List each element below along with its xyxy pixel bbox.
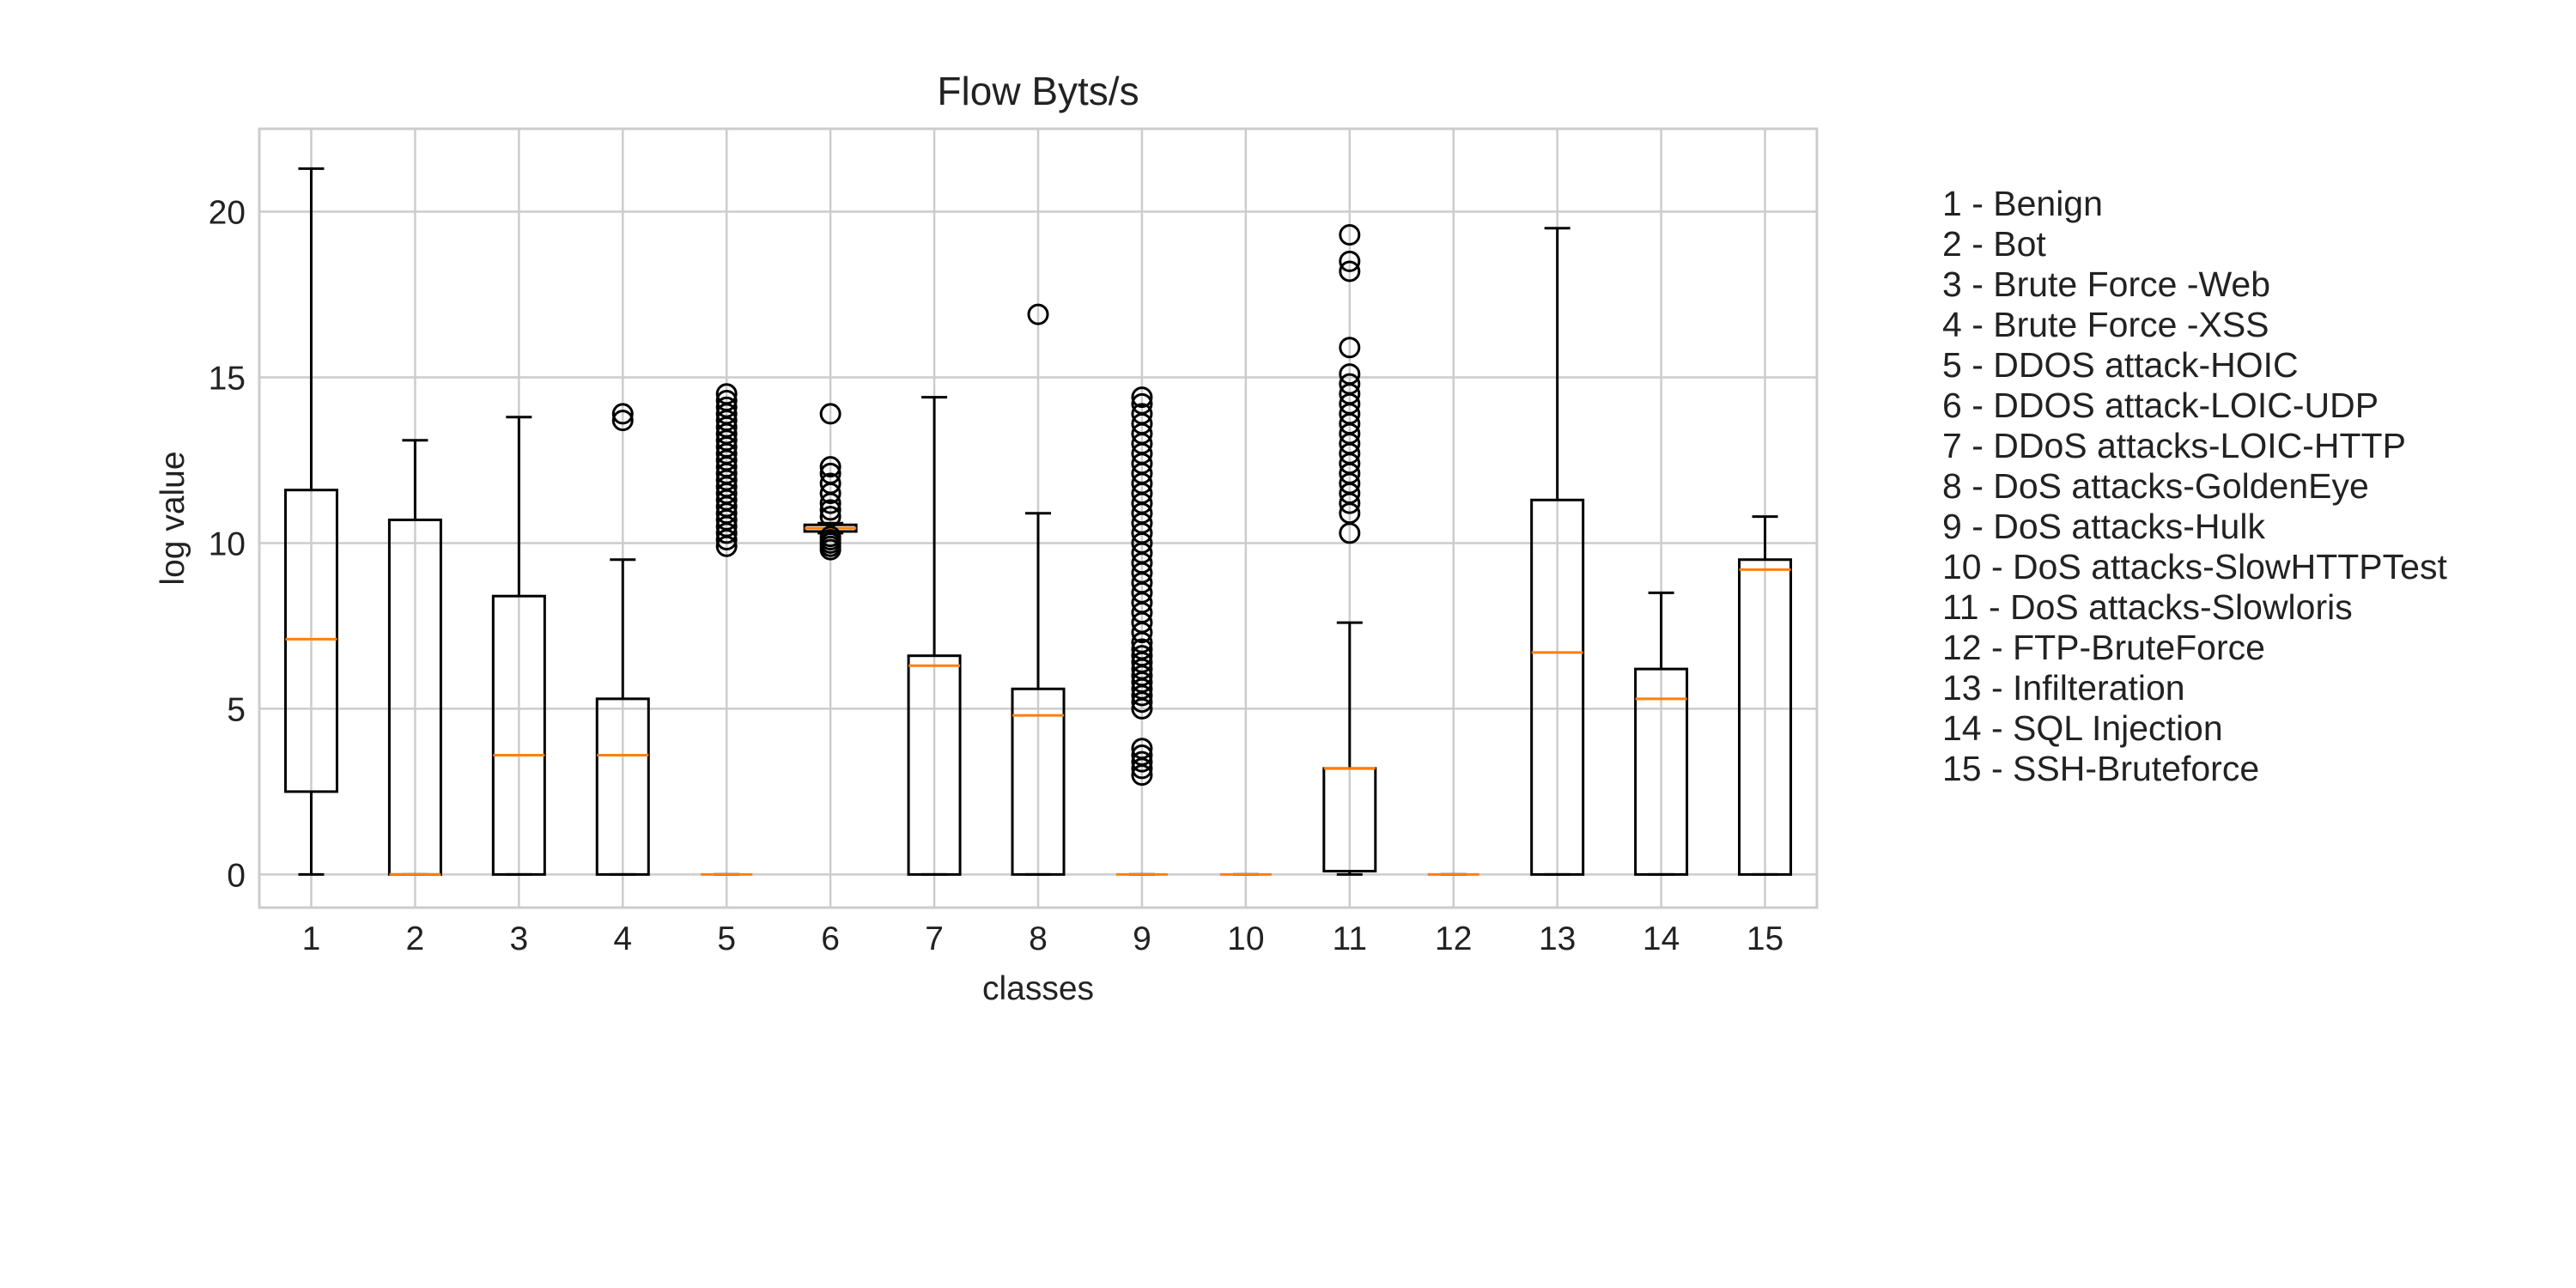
outlier-point — [819, 506, 841, 528]
y-tick-label: 5 — [227, 691, 246, 728]
outlier-point — [715, 383, 738, 405]
x-tick-label: 11 — [1333, 920, 1368, 957]
box-2 — [387, 439, 442, 876]
x-tick-label: 8 — [1029, 920, 1048, 957]
outlier-point — [1131, 645, 1153, 667]
outlier-point — [819, 456, 841, 478]
y-tick-label: 0 — [227, 857, 246, 894]
legend-item: 10 - DoS attacks-SlowHTTPTest — [1942, 547, 2447, 586]
legend-item: 11 - DoS attacks-Slowloris — [1942, 587, 2353, 627]
box-5 — [701, 383, 753, 876]
box-4 — [595, 403, 650, 876]
box-14 — [1634, 591, 1689, 876]
outlier-point — [1339, 260, 1361, 283]
x-axis-label: classes — [982, 970, 1094, 1007]
legend-item: 4 - Brute Force -XSS — [1942, 305, 2269, 344]
legend-item: 1 - Benign — [1942, 184, 2103, 223]
iqr-box — [1738, 558, 1793, 876]
box-3 — [491, 416, 546, 876]
iqr-box — [907, 654, 962, 876]
x-tick-label: 12 — [1435, 920, 1472, 957]
outlier-point — [1131, 403, 1153, 425]
x-tick-label: 7 — [925, 920, 944, 957]
plot-frame — [258, 127, 1819, 909]
outlier-point — [1339, 373, 1361, 395]
iqr-box — [1530, 498, 1585, 876]
outlier-point — [1339, 337, 1361, 359]
box-6 — [803, 403, 858, 561]
iqr-box — [1634, 667, 1689, 876]
outlier-point — [819, 403, 841, 425]
legend-item: 3 - Brute Force -Web — [1942, 264, 2271, 304]
legend-item: 14 - SQL Injection — [1942, 708, 2223, 748]
outlier-point — [1027, 303, 1049, 325]
iqr-box — [491, 594, 546, 876]
legend-item: 9 - DoS attacks-Hulk — [1942, 507, 2265, 546]
x-tick-label: 13 — [1539, 920, 1576, 957]
outlier-point — [819, 499, 841, 521]
outlier-point — [1131, 744, 1153, 766]
y-tick-label: 10 — [209, 526, 246, 562]
legend-item: 5 - DDOS attack-HOIC — [1942, 345, 2299, 385]
x-tick-label: 14 — [1643, 920, 1680, 957]
legend-item: 13 - Infilteration — [1942, 668, 2185, 708]
legend-item: 6 - DDOS attack-LOIC-UDP — [1942, 386, 2379, 425]
legend-item: 8 - DoS attacks-GoldenEye — [1942, 466, 2369, 506]
outlier-point — [1131, 392, 1153, 415]
outlier-point — [1339, 363, 1361, 386]
x-tick-label: 3 — [509, 920, 528, 957]
y-axis-label: log value — [155, 451, 191, 585]
outlier-point — [1339, 224, 1361, 246]
box-15 — [1738, 515, 1793, 876]
box-8 — [1011, 303, 1066, 876]
box-series — [283, 167, 1793, 876]
x-tick-label: 2 — [406, 920, 425, 957]
box-9 — [1115, 386, 1168, 876]
outlier-point — [715, 396, 738, 418]
box-7 — [907, 396, 962, 876]
legend-item: 15 - SSH-Bruteforce — [1942, 749, 2260, 788]
outlier-point — [611, 410, 634, 432]
y-tick-label: 20 — [209, 194, 246, 231]
outlier-point — [819, 472, 841, 495]
x-tick-label: 10 — [1227, 920, 1264, 957]
iqr-box — [1011, 687, 1066, 876]
chart-title: Flow Byts/s — [937, 69, 1139, 113]
box-13 — [1530, 227, 1585, 876]
y-tick-label: 15 — [209, 360, 246, 397]
outlier-point — [1131, 738, 1153, 760]
class-legend: 1 - Benign 2 - Bot 3 - Brute Force -Web … — [1942, 184, 2447, 789]
outlier-point — [715, 389, 738, 411]
x-tick-label: 1 — [302, 920, 321, 957]
x-tick-label: 4 — [613, 920, 632, 957]
box-11 — [1322, 224, 1377, 876]
iqr-box — [283, 489, 338, 793]
outlier-point — [611, 403, 634, 425]
x-tick-label: 9 — [1133, 920, 1151, 957]
outlier-point — [1131, 750, 1153, 773]
iqr-box — [595, 697, 650, 876]
legend-item: 12 - FTP-BruteForce — [1942, 628, 2265, 667]
x-tick-label: 6 — [821, 920, 840, 957]
box-1 — [283, 167, 338, 876]
outlier-point — [1339, 250, 1361, 272]
outlier-point — [1131, 638, 1153, 660]
legend-item: 7 - DDoS attacks-LOIC-HTTP — [1942, 426, 2406, 465]
x-tick-label: 5 — [717, 920, 736, 957]
legend-item: 2 - Bot — [1942, 224, 2046, 264]
outlier-point — [819, 462, 841, 484]
x-tick-label: 15 — [1747, 920, 1783, 957]
outlier-point — [1131, 386, 1153, 409]
